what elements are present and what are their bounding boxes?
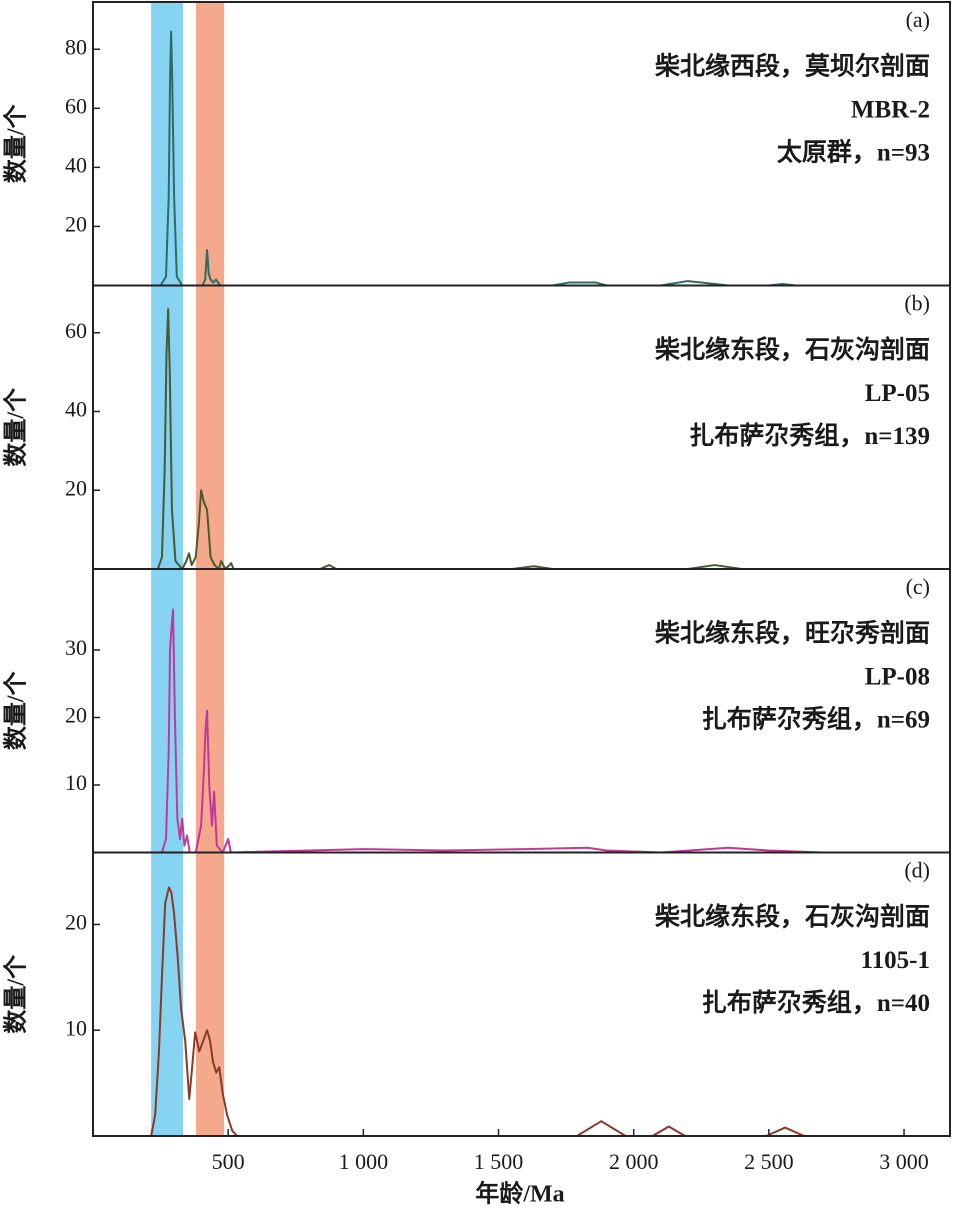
panel-frame: [92, 851, 951, 1137]
panel-annotation: LP-05: [865, 380, 930, 407]
x-axis-label: 年龄/Ma: [475, 1180, 564, 1208]
panel-annotation: LP-08: [865, 664, 930, 691]
panel-annotation: MBR-2: [851, 97, 930, 124]
y-axis-label: 数量/个: [3, 670, 30, 750]
age-curve: [160, 608, 823, 854]
y-tick-label: 30: [65, 635, 87, 660]
y-axis-label: 数量/个: [3, 103, 30, 183]
y-tick-label: 20: [65, 909, 87, 934]
panel-letter: (a): [906, 7, 930, 32]
y-tick-label: 60: [65, 93, 87, 118]
panel-letter: (b): [904, 291, 930, 316]
y-tick-label: 80: [65, 34, 87, 59]
y-tick-label: 20: [65, 475, 87, 500]
panel-annotation: 柴北缘东段，旺尕秀剖面: [655, 619, 930, 648]
panel-letter: (c): [906, 574, 930, 599]
panel-letter: (d): [904, 858, 930, 883]
panel-annotation: 1105-1: [861, 947, 930, 974]
x-tick-label: 1 000: [339, 1149, 389, 1174]
panel-annotation: 太原群，n=93: [777, 139, 930, 167]
x-tick-label: 500: [212, 1149, 245, 1174]
panel-annotation: 柴北缘东段，石灰沟剖面: [655, 902, 930, 931]
panel-annotation: 柴北缘东段，石灰沟剖面: [655, 335, 930, 364]
age-curve: [159, 30, 905, 287]
panel-annotation: 扎布萨尕秀组，n=69: [702, 705, 930, 734]
x-tick-label: 2 500: [744, 1149, 794, 1174]
y-axis-label: 数量/个: [3, 954, 30, 1034]
panel-annotation: 扎布萨尕秀组，n=139: [689, 421, 930, 450]
x-tick-label: 1 500: [474, 1149, 524, 1174]
y-tick-label: 20: [65, 211, 87, 236]
panel-annotation: 扎布萨尕秀组，n=40: [702, 988, 930, 1017]
y-axis-label: 数量/个: [3, 387, 30, 467]
y-tick-label: 40: [65, 397, 87, 422]
x-tick-label: 2 000: [609, 1149, 659, 1174]
y-tick-label: 10: [65, 1015, 87, 1040]
panel-annotation: 柴北缘西段，莫坝尔剖面: [655, 52, 930, 81]
y-tick-label: 40: [65, 152, 87, 177]
x-tick-label: 3 000: [879, 1149, 929, 1174]
y-tick-label: 60: [65, 318, 87, 343]
y-tick-label: 20: [65, 703, 87, 728]
y-tick-label: 10: [65, 770, 87, 795]
